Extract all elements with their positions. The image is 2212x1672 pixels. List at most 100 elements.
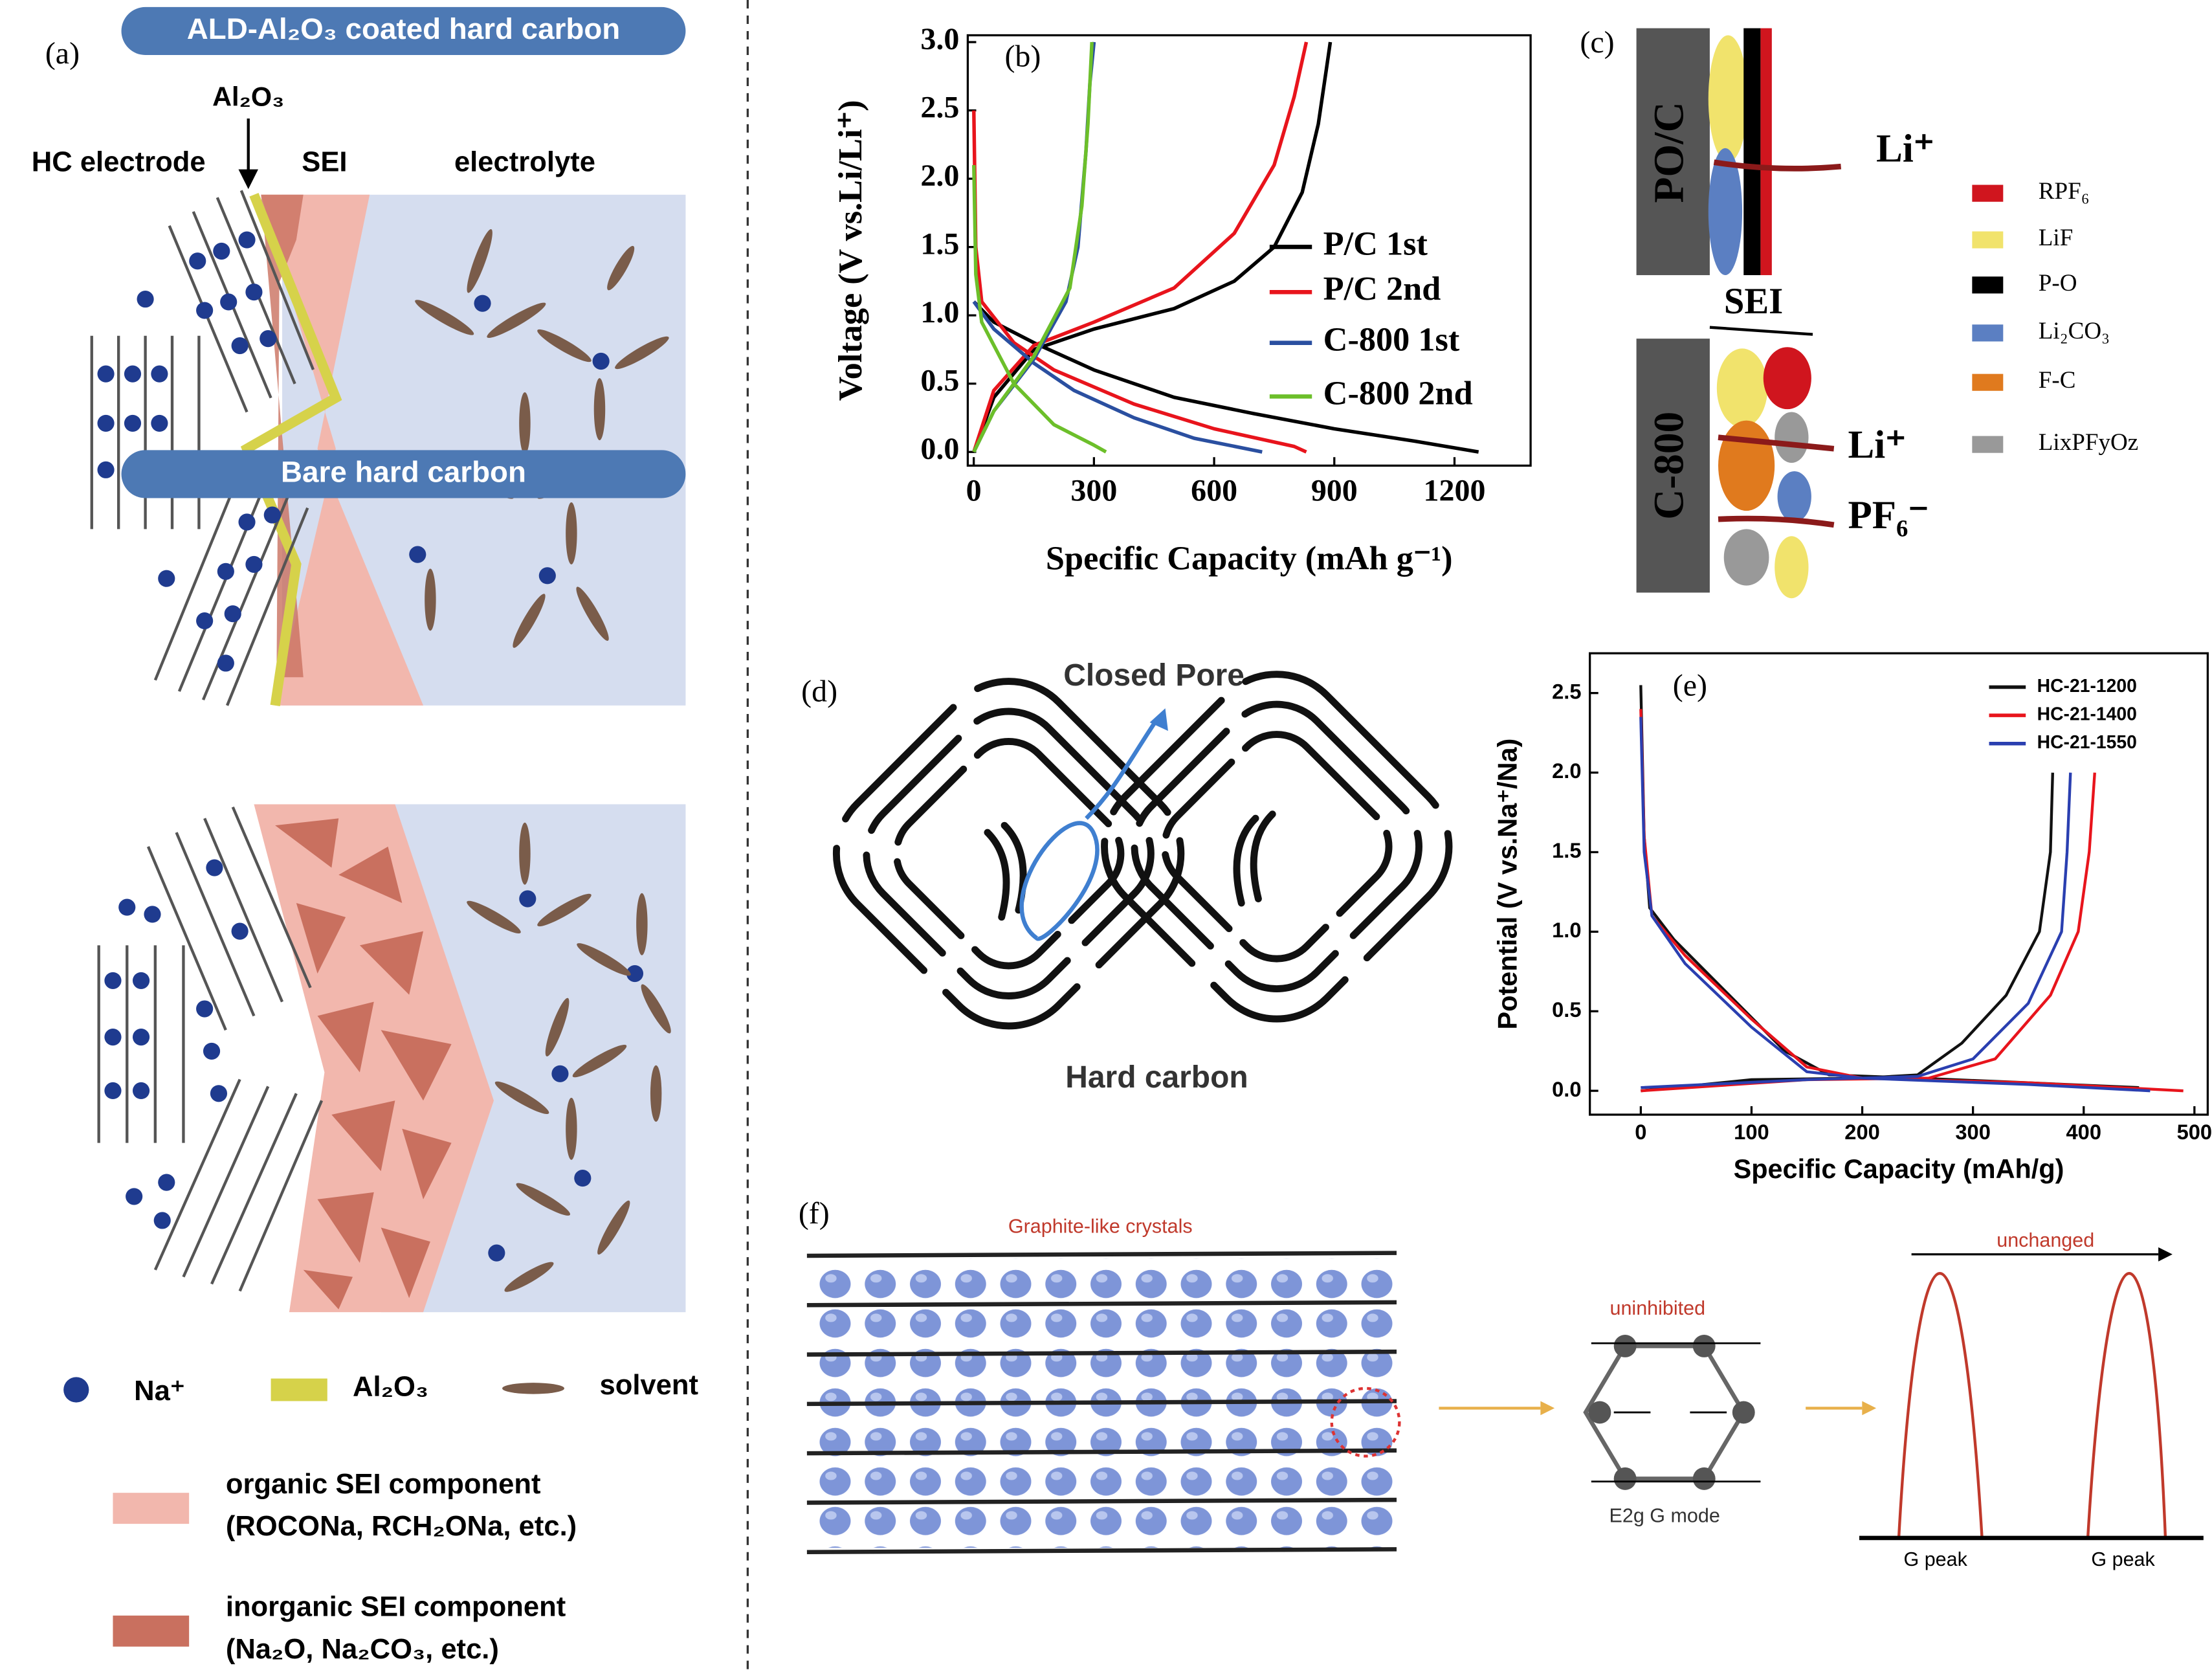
x-tick-label: 900 bbox=[1311, 473, 1358, 507]
header-pill bbox=[121, 6, 686, 56]
peak-curve bbox=[1897, 1272, 1984, 1539]
header-pill bbox=[121, 450, 686, 498]
legend-text: Li₂CO₃ bbox=[2039, 318, 2110, 344]
legend-swatch bbox=[502, 1383, 564, 1394]
x-tick-label: 200 bbox=[1844, 1120, 1880, 1144]
label: HC electrode bbox=[32, 146, 206, 177]
y-tick-label: 1.0 bbox=[1552, 918, 1581, 942]
legend-text: Al₂O₃ bbox=[353, 1371, 428, 1402]
legend-swatch bbox=[113, 1493, 190, 1524]
peak-curve bbox=[2086, 1272, 2167, 1539]
component bbox=[1760, 28, 1772, 276]
legend-text: Na⁺ bbox=[134, 1376, 185, 1407]
sei-label: SEI bbox=[1724, 282, 1783, 322]
legend-text: HC-21-1200 bbox=[2037, 676, 2137, 697]
label: Graphite-like crystals bbox=[1008, 1215, 1193, 1237]
legend-text: HC-21-1400 bbox=[2037, 704, 2137, 725]
legend-text: LiF bbox=[2039, 225, 2074, 251]
legend-text: C-800 2nd bbox=[1323, 375, 1473, 412]
x-tick-label: 300 bbox=[1070, 473, 1117, 507]
x-tick-label: 300 bbox=[1955, 1120, 1991, 1144]
legend-text: inorganic SEI component bbox=[226, 1591, 566, 1622]
y-tick-label: 0.0 bbox=[920, 432, 959, 466]
series-line bbox=[972, 41, 1479, 454]
y-tick-label: 1.5 bbox=[1552, 838, 1581, 862]
arrow bbox=[1713, 159, 1842, 172]
legend-swatch bbox=[1972, 373, 2004, 391]
x-tick-label: 0 bbox=[966, 473, 982, 507]
component bbox=[1777, 471, 1811, 522]
panel-f: (f) Graphite-like crystals uninhibited E… bbox=[799, 1196, 2204, 1570]
label: Al₂O₃ bbox=[212, 82, 284, 112]
electrode-label: C-800 bbox=[1646, 412, 1692, 520]
legend-text: F-C bbox=[2039, 367, 2076, 394]
graphene-layers bbox=[806, 1251, 1397, 1554]
label: unchanged bbox=[1996, 1229, 2094, 1251]
ion-label: Li⁺ bbox=[1848, 423, 1907, 467]
legend-text: HC-21-1550 bbox=[2037, 732, 2137, 753]
arrow-head bbox=[1149, 708, 1168, 731]
series-line bbox=[972, 41, 1309, 454]
x-tick-label: 400 bbox=[2066, 1120, 2101, 1144]
component bbox=[1716, 348, 1768, 428]
x-tick-label: 100 bbox=[1734, 1120, 1769, 1144]
panel-d: (d) Closed Pore Hard carbon bbox=[801, 658, 1453, 1095]
legend-text: (Na₂O, Na₂CO₃, etc.) bbox=[226, 1634, 499, 1665]
header-text: ALD-Al₂O₃ coated hard carbon bbox=[187, 12, 621, 45]
component bbox=[1708, 148, 1743, 276]
y-axis-label: Potential (V vs.Na⁺/Na) bbox=[1492, 739, 1522, 1030]
component bbox=[1763, 347, 1811, 410]
plot-frame bbox=[966, 34, 1532, 467]
legend-text: P-O bbox=[2039, 270, 2077, 296]
highlight bbox=[1330, 1387, 1401, 1458]
component bbox=[1708, 35, 1748, 162]
panel-label: (a) bbox=[45, 36, 80, 71]
electrode bbox=[1636, 28, 1710, 276]
panel-label: (d) bbox=[801, 674, 837, 708]
component bbox=[1743, 28, 1761, 276]
component bbox=[1775, 412, 1809, 463]
legend-text: (ROCONa, RCH₂ONa, etc.) bbox=[226, 1511, 577, 1542]
x-tick-label: 600 bbox=[1191, 473, 1237, 507]
y-axis-label: Voltage (V vs.Li/Li⁺) bbox=[832, 100, 869, 401]
y-tick-label: 0.5 bbox=[1552, 998, 1581, 1021]
legend-swatch bbox=[1972, 184, 2004, 202]
legend-text: organic SEI component bbox=[226, 1469, 541, 1500]
arrow bbox=[1718, 434, 1835, 452]
arrow-head bbox=[2158, 1247, 2173, 1262]
carbon-layers bbox=[97, 806, 324, 1292]
label: Hard carbon bbox=[1065, 1060, 1248, 1095]
na-ions bbox=[104, 859, 644, 1262]
x-tick-label: 0 bbox=[1635, 1120, 1646, 1144]
legend-swatch bbox=[1972, 436, 2004, 453]
series-line bbox=[1639, 717, 2151, 1093]
label: G peak bbox=[1904, 1548, 1968, 1570]
vibration-arrows bbox=[1591, 1342, 1761, 1483]
inorganic-sei bbox=[275, 818, 452, 1310]
arrow-head bbox=[1862, 1401, 1877, 1416]
x-axis-label: Specific Capacity (mAh g⁻¹) bbox=[1046, 540, 1453, 577]
component bbox=[1718, 420, 1775, 511]
y-tick-label: 1.0 bbox=[920, 295, 959, 329]
legend: RPF₆ LiF P-O Li₂CO₃ F-C LixPFyOz bbox=[1972, 178, 2138, 456]
legend-swatch bbox=[113, 1615, 190, 1647]
ion-label: PF₆⁻ bbox=[1848, 494, 1929, 537]
panel-label: (b) bbox=[1004, 39, 1041, 74]
panel-c: (c) PO/C SEI Li⁺ C-800 Li⁺ PF₆⁻ RPF₆ LiF P… bbox=[1580, 25, 2138, 599]
legend-swatch bbox=[1972, 231, 2004, 249]
legend-text: C-800 1st bbox=[1323, 321, 1460, 359]
label: electrolyte bbox=[454, 146, 595, 177]
arrow-head bbox=[238, 169, 258, 190]
legend-text: solvent bbox=[599, 1370, 698, 1401]
legend-text: P/C 2nd bbox=[1323, 270, 1441, 307]
y-tick-label: 0.0 bbox=[1552, 1077, 1581, 1101]
y-tick-label: 2.0 bbox=[920, 159, 959, 193]
label: E2g G mode bbox=[1609, 1504, 1720, 1526]
al2o3-coating bbox=[240, 192, 342, 707]
panel-label: (c) bbox=[1580, 25, 1614, 60]
legend-swatch bbox=[63, 1377, 89, 1403]
pore-path bbox=[1019, 718, 1159, 941]
atoms bbox=[1588, 1335, 1755, 1490]
arrow-head bbox=[1540, 1401, 1555, 1416]
